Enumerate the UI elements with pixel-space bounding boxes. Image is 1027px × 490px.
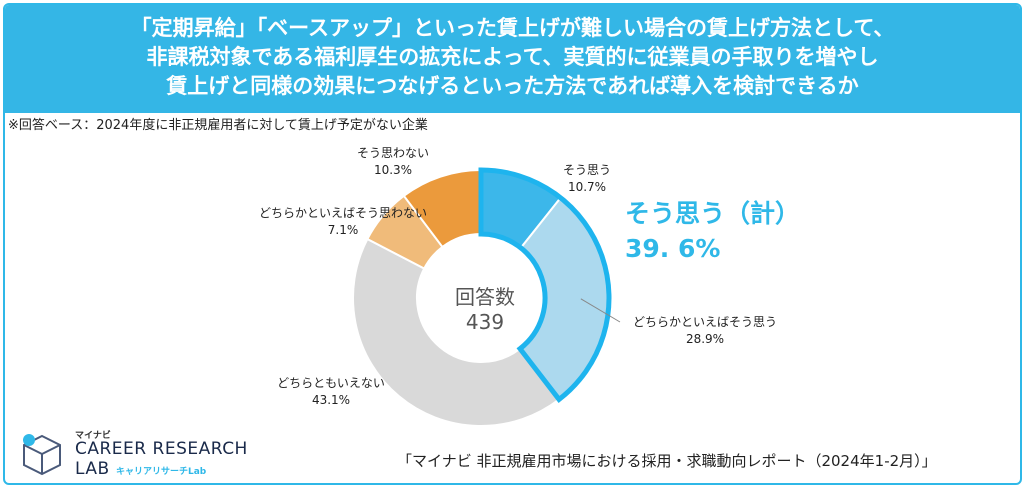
slice-name: どちらかといえばそう思う xyxy=(632,315,777,329)
highlight-value: 39. 6% xyxy=(625,234,721,263)
slice-name: そう思う xyxy=(562,163,611,177)
slice-pct: 43.1% xyxy=(311,393,351,407)
slice-pct: 10.7% xyxy=(567,180,607,194)
center-value: 439 xyxy=(465,310,505,334)
slice-name: どちらともいえない xyxy=(277,376,385,390)
logo-line-3: キャリアリサーチLab xyxy=(116,467,207,477)
source-citation: 「マイナビ 非正規雇用市場における採用・求職動向レポート（2024年1-2月）」 xyxy=(397,452,937,470)
title-banner: 「定期昇給」「ベースアップ」といった賃上げが難しい場合の賃上げ方法として、 非課… xyxy=(5,5,1020,113)
title-line-3: 賃上げと同様の効果につなげるといった方法であれば導入を検討できるか xyxy=(166,74,859,98)
slice-label-dochiraka-sou-omowanai: どちらかといえばそう思わない 7.1% xyxy=(256,205,430,239)
slice-pct: 10.3% xyxy=(373,163,413,177)
highlight-total: そう思う（計） 39. 6% xyxy=(625,196,800,266)
slice-name: そう思わない xyxy=(356,146,429,160)
slice-label-sou-omou: そう思う 10.7% xyxy=(552,162,622,196)
slice-label-dochiraka-sou-omou: どちらかといえばそう思う 28.9% xyxy=(610,314,800,348)
leader-line xyxy=(580,298,621,323)
chart-frame: 「定期昇給」「ベースアップ」といった賃上げが難しい場合の賃上げ方法として、 非課… xyxy=(3,3,1022,485)
slice-label-sou-omowanai: そう思わない 10.3% xyxy=(343,145,443,179)
slice-name: どちらかといえばそう思わない xyxy=(258,206,427,220)
slice-label-dochira-tomo: どちらともいえない 43.1% xyxy=(256,375,406,409)
donut-slice-2 xyxy=(352,237,561,427)
center-count: 回答数 439 xyxy=(435,285,535,335)
base-note: ※回答ベース：2024年度に非正規雇用者に対して賃上げ予定がない企業 xyxy=(8,118,428,133)
center-label: 回答数 xyxy=(455,285,515,309)
title-line-2: 非課税対象である福利厚生の拡充によって、実質的に従業員の手取りを増やし xyxy=(146,45,879,69)
highlight-label: そう思う（計） xyxy=(625,199,801,228)
logo-line-2: LAB xyxy=(75,459,110,479)
cube-logo-icon xyxy=(23,434,61,476)
slice-pct: 7.1% xyxy=(327,223,359,237)
logo-line-1: CAREER RESEARCH xyxy=(75,439,248,459)
career-research-lab-logo: マイナビ CAREER RESEARCH LAB キャリアリサーチLab xyxy=(20,428,247,480)
title-line-1: 「定期昇給」「ベースアップ」といった賃上げが難しい場合の賃上げ方法として、 xyxy=(130,16,895,40)
logo-small-text: マイナビ xyxy=(75,431,111,441)
slice-pct: 28.9% xyxy=(685,332,725,346)
highlight-outline xyxy=(478,167,612,403)
